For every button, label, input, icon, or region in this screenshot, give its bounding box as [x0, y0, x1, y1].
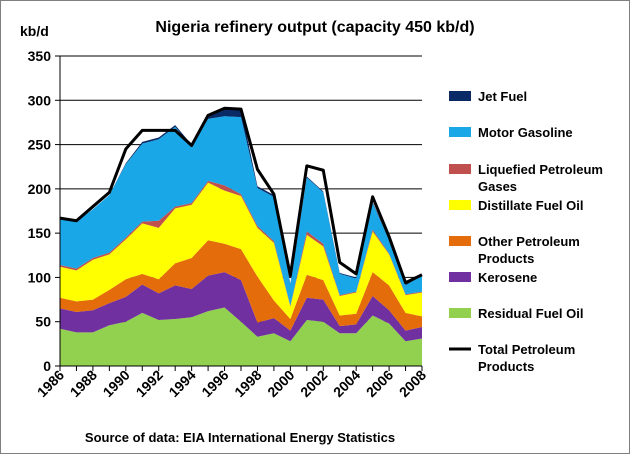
x-tick-label-1990: 1990	[100, 367, 133, 400]
series-areas	[60, 107, 422, 366]
x-tick-label-2006: 2006	[363, 367, 396, 400]
x-tick-label-1996: 1996	[198, 367, 231, 400]
y-tick-label-50: 50	[35, 314, 51, 330]
legend-label-jet-fuel: Jet Fuel	[478, 89, 527, 104]
area-residual-fuel-oil	[60, 307, 422, 366]
x-tick-label-1994: 1994	[165, 367, 198, 400]
legend-swatch-liquefied-petroleum-gases	[449, 164, 471, 174]
x-tick-label-2002: 2002	[297, 367, 330, 400]
y-tick-label-0: 0	[43, 358, 51, 374]
area-other-petroleum-products	[60, 240, 422, 331]
x-tick-label-1988: 1988	[67, 367, 100, 400]
legend-label-kerosene: Kerosene	[478, 270, 537, 285]
y-tick-label-100: 100	[28, 269, 52, 285]
legend-swatch-jet-fuel	[449, 91, 471, 101]
line-total-petroleum-products	[59, 106, 423, 285]
x-tick-label-2000: 2000	[264, 367, 297, 400]
legend-swatch-motor-gasoline	[449, 127, 471, 137]
legend-label-distillate-fuel-oil: Distillate Fuel Oil	[478, 198, 583, 213]
legend-swatch-other-petroleum-products	[449, 236, 471, 246]
y-tick-label-250: 250	[28, 137, 52, 153]
legend-label-other-petroleum-products: Other Petroleum Products	[478, 234, 580, 266]
area-kerosene	[60, 272, 422, 342]
legend-label-total-petroleum-products: Total Petroleum Products	[478, 342, 575, 374]
x-tick-label-2008: 2008	[396, 367, 429, 400]
legend: Jet Fuel Motor Gasoline Liquefied Petroleu…	[449, 89, 603, 374]
y-tick-label-150: 150	[28, 225, 52, 241]
x-tick-label-2004: 2004	[330, 367, 363, 400]
legend-swatch-distillate-fuel-oil	[449, 200, 471, 210]
y-tick-label-300: 300	[28, 92, 52, 108]
x-tick-label-1992: 1992	[133, 367, 166, 400]
y-tick-label-200: 200	[28, 181, 52, 197]
x-tick-labels: 1986 1988 1990 1992 1994 1996 1998 2000 2002 2004…	[34, 367, 429, 400]
y-tick-labels: 0 50 100 150 200 250 300 350	[28, 48, 52, 374]
chart-title: Nigeria refinery output (capacity 450 kb…	[155, 19, 474, 36]
total-line-group	[59, 106, 423, 285]
legend-swatch-kerosene	[449, 272, 471, 282]
x-tick-label-1986: 1986	[34, 367, 67, 400]
axes	[55, 55, 423, 371]
x-tick-label-1998: 1998	[231, 367, 264, 400]
legend-label-motor-gasoline: Motor Gasoline	[478, 125, 573, 140]
area-distillate-fuel-oil	[60, 182, 422, 320]
legend-label-liquefied-petroleum-gases: Liquefied Petroleum Gases	[478, 162, 603, 194]
legend-swatch-residual-fuel-oil	[449, 308, 471, 318]
source-note: Source of data: EIA International Energy…	[85, 430, 395, 445]
y-axis-label: kb/d	[20, 23, 49, 39]
legend-label-residual-fuel-oil: Residual Fuel Oil	[478, 306, 583, 321]
y-tick-label-350: 350	[28, 48, 52, 64]
area-motor-gasoline	[60, 116, 422, 306]
